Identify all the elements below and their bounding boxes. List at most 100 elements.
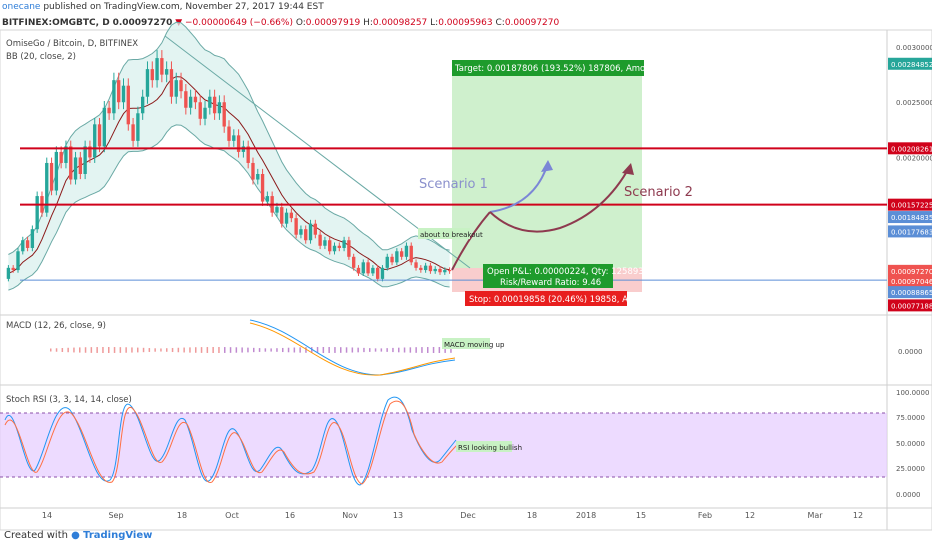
candle — [375, 267, 380, 279]
candle — [414, 262, 418, 268]
rsi-axis: 100.0000 75.0000 50.0000 25.0000 0.0000 — [896, 389, 929, 499]
price-label: 0.00284852 — [891, 61, 932, 69]
time-tick: Mar — [807, 511, 823, 520]
candle — [136, 113, 140, 141]
macd-bar — [247, 347, 249, 353]
macd-bar — [450, 347, 452, 353]
close-value: 0.00097270 — [504, 18, 560, 28]
candle — [438, 268, 442, 273]
scenario2-arrow — [489, 165, 631, 233]
candle — [69, 146, 73, 180]
macd-bar — [299, 347, 301, 353]
open-value: 0.00097919 — [305, 18, 361, 28]
macd-bar — [322, 347, 325, 353]
macd-bar — [148, 348, 151, 352]
candle — [155, 58, 159, 81]
macd-bar — [166, 348, 168, 352]
bb-indicator-title: BB (20, close, 2) — [6, 52, 76, 62]
macd-bar — [334, 347, 336, 353]
candle — [121, 85, 126, 103]
candle — [179, 80, 183, 92]
candle — [88, 146, 92, 158]
macd-bar — [108, 347, 110, 353]
candle — [289, 212, 294, 219]
candle — [6, 267, 11, 279]
macd-bar — [311, 347, 313, 353]
rsi-note-box — [456, 441, 512, 452]
candle — [280, 207, 284, 224]
candle — [385, 256, 389, 268]
candle — [236, 135, 241, 152]
high-label: H: — [363, 18, 373, 28]
macd-bar — [392, 347, 394, 353]
price-label-box — [888, 211, 932, 224]
candle — [131, 124, 135, 141]
macd-bar — [79, 347, 81, 353]
publish-line: onecane published on TradingView.com, No… — [2, 2, 324, 12]
candle — [328, 240, 332, 252]
candle — [366, 262, 370, 274]
candle — [49, 162, 54, 191]
price-label: 0.00208261 — [891, 145, 932, 153]
rsi-tick: 75.0000 — [896, 414, 925, 422]
macd-bar — [90, 347, 93, 353]
macd-bar — [403, 347, 406, 353]
macd-zero-tick: 0.0000 — [898, 348, 923, 356]
candle — [347, 240, 351, 257]
bollinger-lower-band — [8, 124, 450, 291]
macd-bar — [171, 347, 174, 353]
macd-bar — [102, 347, 104, 353]
candle — [308, 223, 313, 241]
candle — [332, 245, 337, 252]
candle — [447, 270, 452, 272]
tradingview-brand[interactable]: TradingView — [83, 530, 153, 541]
macd-bar — [264, 348, 267, 352]
macd-bar — [84, 347, 87, 353]
candle — [409, 245, 413, 263]
macd-bar — [386, 348, 388, 352]
macd-bar — [438, 347, 441, 353]
macd-bar — [177, 347, 180, 353]
candle — [102, 107, 106, 147]
time-tick: 15 — [636, 511, 646, 520]
candle — [174, 80, 178, 97]
stoch-band — [0, 413, 887, 477]
candle — [150, 69, 154, 81]
candle — [265, 196, 270, 202]
candle — [25, 240, 30, 248]
candle — [160, 58, 164, 75]
candle — [83, 146, 87, 174]
macd-bar — [229, 347, 232, 353]
candle — [313, 223, 318, 235]
open-pnl-label: Open P&L: 0.00000224, Qty: 1258938 — [487, 267, 649, 277]
low-label: L: — [430, 18, 439, 28]
candle — [203, 107, 207, 119]
last-price: 0.00097270 — [112, 18, 173, 28]
macd-bar — [258, 348, 261, 352]
price-label: 0.00177683 — [891, 228, 932, 236]
price-label-box — [888, 225, 932, 238]
candle — [299, 229, 303, 235]
candle — [352, 256, 356, 268]
candle — [117, 80, 121, 103]
macd-bar — [421, 347, 423, 353]
macd-bar — [160, 348, 162, 352]
rsi-tick: 100.0000 — [896, 389, 929, 397]
macd-bar — [293, 347, 296, 353]
macd-bar — [282, 347, 284, 353]
candle — [140, 96, 145, 114]
macd-bar — [113, 347, 116, 353]
macd-bar — [235, 347, 238, 353]
candle — [399, 251, 404, 257]
symbol-line: BITFINEX:OMGBTC, D 0.00097270 ▼ −0.00000… — [2, 18, 559, 28]
candle — [419, 267, 423, 271]
candle — [222, 102, 226, 127]
macd-bar — [427, 347, 429, 353]
candle — [30, 229, 35, 248]
time-tick: 18 — [177, 511, 187, 520]
target-label: Target: 0.00187806 (193.52%) 187806, Amo… — [454, 64, 700, 74]
author-link[interactable]: onecane — [2, 2, 41, 12]
candle — [21, 240, 25, 252]
